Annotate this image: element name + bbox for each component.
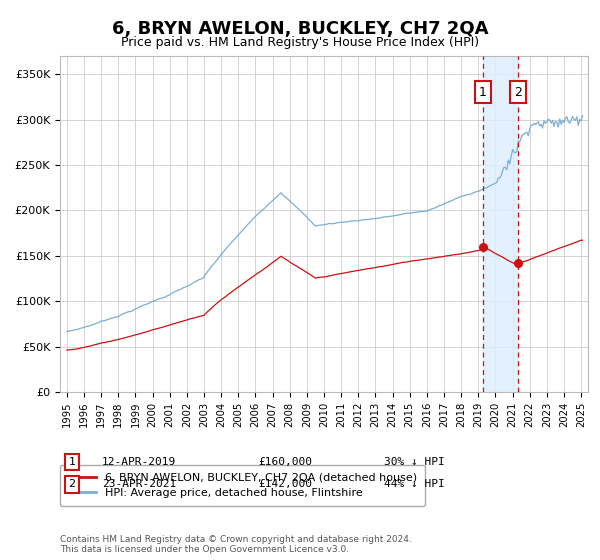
Text: 12-APR-2019: 12-APR-2019 bbox=[102, 457, 176, 467]
Text: 44% ↓ HPI: 44% ↓ HPI bbox=[384, 479, 445, 489]
Text: £160,000: £160,000 bbox=[258, 457, 312, 467]
Text: £142,000: £142,000 bbox=[258, 479, 312, 489]
Text: 23-APR-2021: 23-APR-2021 bbox=[102, 479, 176, 489]
Text: 6, BRYN AWELON, BUCKLEY, CH7 2QA: 6, BRYN AWELON, BUCKLEY, CH7 2QA bbox=[112, 20, 488, 38]
Text: 2: 2 bbox=[68, 479, 76, 489]
Text: Price paid vs. HM Land Registry's House Price Index (HPI): Price paid vs. HM Land Registry's House … bbox=[121, 36, 479, 49]
Bar bbox=[483, 56, 518, 392]
Text: Contains HM Land Registry data © Crown copyright and database right 2024.
This d: Contains HM Land Registry data © Crown c… bbox=[60, 535, 412, 554]
Legend: 6, BRYN AWELON, BUCKLEY, CH7 2QA (detached house), HPI: Average price, detached : 6, BRYN AWELON, BUCKLEY, CH7 2QA (detach… bbox=[60, 465, 425, 506]
Text: 1: 1 bbox=[479, 86, 487, 99]
Text: 1: 1 bbox=[68, 457, 76, 467]
Text: 30% ↓ HPI: 30% ↓ HPI bbox=[384, 457, 445, 467]
Text: 2: 2 bbox=[514, 86, 522, 99]
